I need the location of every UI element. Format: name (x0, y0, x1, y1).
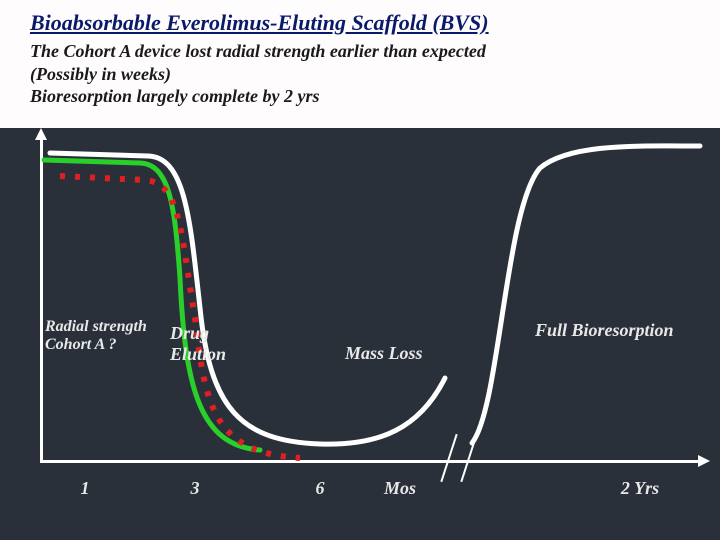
x-tick: 3 (191, 478, 200, 499)
header-panel: Bioabsorbable Everolimus-Eluting Scaffol… (0, 0, 720, 128)
chart-area: Radial strength Cohort A ? Drug Elution … (0, 128, 720, 540)
bioresorption-curve (472, 146, 700, 443)
subtitle-line: (Possibly in weeks) (30, 63, 700, 86)
slide-subtitle: The Cohort A device lost radial strength… (30, 40, 700, 108)
slide-title: Bioabsorbable Everolimus-Eluting Scaffol… (30, 10, 489, 36)
label-radial-strength: Radial strength Cohort A ? (45, 318, 155, 355)
label-drug-elution: Drug Elution (170, 323, 250, 364)
x-tick: 6 (316, 478, 325, 499)
subtitle-line: The Cohort A device lost radial strength… (30, 40, 700, 63)
label-mass-loss: Mass Loss (345, 343, 423, 364)
x-tick: 2 Yrs (621, 478, 659, 499)
x-tick: 1 (81, 478, 90, 499)
subtitle-line: Bioresorption largely complete by 2 yrs (30, 85, 700, 108)
mass-loss-curve (50, 153, 445, 444)
radial-strength-curve (60, 176, 300, 458)
x-tick: Mos (384, 478, 416, 499)
label-full-bioresorption: Full Bioresorption (535, 320, 674, 341)
